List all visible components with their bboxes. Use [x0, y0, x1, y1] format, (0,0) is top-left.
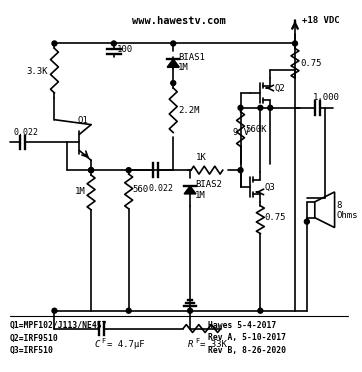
Text: 560: 560: [132, 186, 149, 195]
Text: Q3=IRF510: Q3=IRF510: [10, 346, 54, 355]
Circle shape: [126, 308, 131, 313]
Polygon shape: [184, 186, 196, 194]
Text: 8: 8: [337, 201, 342, 210]
Text: 0.75: 0.75: [264, 213, 286, 222]
Circle shape: [238, 168, 243, 173]
Circle shape: [292, 41, 298, 46]
Text: 560K: 560K: [245, 125, 267, 134]
Text: = 33K: = 33K: [200, 340, 227, 349]
Circle shape: [304, 219, 310, 224]
Circle shape: [171, 41, 176, 46]
Circle shape: [188, 308, 193, 313]
Circle shape: [111, 41, 116, 46]
Text: Q3: Q3: [264, 183, 275, 192]
Text: Ohms: Ohms: [337, 211, 358, 220]
Text: R: R: [188, 340, 193, 349]
Text: 1K: 1K: [196, 153, 207, 162]
Circle shape: [126, 168, 131, 173]
Text: Rev A, 5-10-2017: Rev A, 5-10-2017: [208, 333, 286, 343]
Text: 1,000: 1,000: [313, 93, 340, 102]
Circle shape: [52, 41, 57, 46]
Text: www.hawestv.com: www.hawestv.com: [132, 16, 226, 26]
Circle shape: [258, 308, 263, 313]
Circle shape: [89, 168, 93, 173]
Circle shape: [52, 308, 57, 313]
Text: Q1=MPF102/J113/NE457: Q1=MPF102/J113/NE457: [10, 321, 108, 330]
Circle shape: [258, 105, 263, 110]
Text: 0.022: 0.022: [14, 128, 39, 137]
Circle shape: [268, 105, 273, 110]
Text: Q1: Q1: [77, 116, 88, 125]
Circle shape: [171, 81, 176, 86]
Text: BIAS2: BIAS2: [195, 180, 222, 189]
Text: 3.3K: 3.3K: [27, 67, 48, 76]
Text: 0.75: 0.75: [300, 59, 321, 68]
Text: Rev B, 8-26-2020: Rev B, 8-26-2020: [208, 346, 286, 355]
Circle shape: [238, 105, 243, 110]
Text: 0.022: 0.022: [148, 184, 173, 193]
Polygon shape: [167, 59, 179, 67]
Text: 1M: 1M: [75, 187, 86, 196]
Text: 100: 100: [117, 45, 133, 54]
Text: C: C: [94, 340, 100, 349]
Polygon shape: [307, 202, 315, 218]
Text: = 4.7μF: = 4.7μF: [107, 340, 144, 349]
Circle shape: [89, 168, 93, 173]
Text: +18 VDC: +18 VDC: [302, 16, 340, 25]
Text: Hawes 5-4-2017: Hawes 5-4-2017: [208, 321, 276, 330]
Polygon shape: [315, 192, 334, 228]
Text: 9 V: 9 V: [233, 128, 249, 137]
Text: F: F: [195, 339, 199, 344]
Text: 1M: 1M: [178, 63, 189, 72]
Text: Q2=IRF9510: Q2=IRF9510: [10, 333, 59, 343]
Text: 2.2M: 2.2M: [178, 106, 200, 115]
Text: 1M: 1M: [195, 192, 206, 201]
Text: BIAS1: BIAS1: [178, 53, 205, 62]
Text: F: F: [101, 339, 105, 344]
Text: Q2: Q2: [274, 83, 285, 93]
